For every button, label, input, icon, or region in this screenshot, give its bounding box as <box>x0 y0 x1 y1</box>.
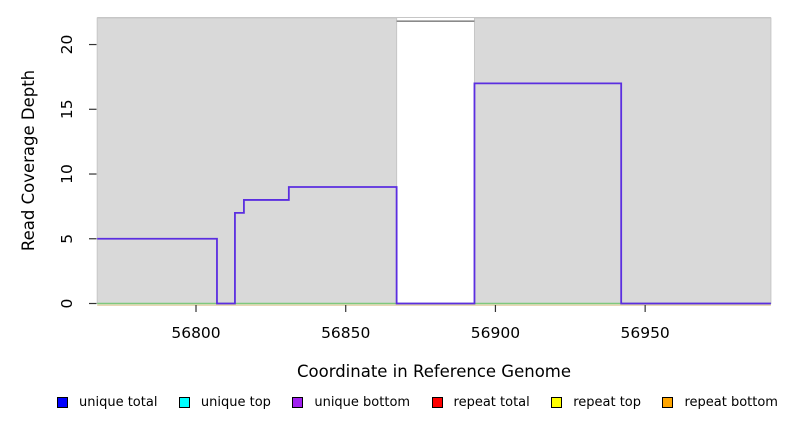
coverage-chart: 56800 56850 56900 56950 0 5 10 15 20 Coordinate … <box>19 17 772 381</box>
legend-swatch-unique-top <box>178 397 190 408</box>
x-tick-label: 56950 <box>620 324 669 342</box>
x-tick-label: 56900 <box>471 324 520 342</box>
legend-item-unique-bottom: unique bottom <box>292 395 410 410</box>
chart-legend: unique total unique top unique bottom repea… <box>0 395 792 410</box>
x-tick-label: 56850 <box>321 324 370 342</box>
legend-item-repeat-bottom: repeat bottom <box>662 395 778 410</box>
legend-swatch-repeat-top <box>551 397 563 408</box>
legend-swatch-unique-total <box>57 397 68 408</box>
legend-item-unique-total: unique total <box>57 395 157 410</box>
x-axis-title: Coordinate in Reference Genome <box>297 362 571 381</box>
y-tick-label: 15 <box>58 99 76 119</box>
y-tick-label: 20 <box>58 35 76 55</box>
y-axis-title: Read Coverage Depth <box>19 70 38 251</box>
plot-background <box>96 17 772 304</box>
legend-label: repeat total <box>453 395 530 410</box>
legend-item-repeat-total: repeat total <box>431 395 530 410</box>
plot-axes: 56800 56850 56900 56950 0 5 10 15 20 <box>58 35 670 342</box>
y-tick-label: 10 <box>58 164 76 184</box>
y-tick-label: 0 <box>58 299 76 309</box>
coverage-plot-figure: 56800 56850 56900 56950 0 5 10 15 20 Coordinate … <box>0 17 792 410</box>
legend-label: unique total <box>79 395 158 410</box>
legend-label: repeat bottom <box>684 395 778 410</box>
legend-label: unique bottom <box>314 395 411 410</box>
y-tick-label: 5 <box>58 234 76 244</box>
legend-label: repeat top <box>573 395 641 410</box>
plot-series <box>97 82 771 306</box>
legend-swatch-unique-bottom <box>292 397 304 408</box>
legend-swatch-repeat-bottom <box>662 397 674 408</box>
x-tick-label: 56800 <box>171 324 220 342</box>
shaded-region-right <box>473 17 772 304</box>
legend-label: unique top <box>200 395 271 410</box>
shaded-region-left <box>96 17 398 304</box>
legend-item-repeat-top: repeat top <box>551 395 641 410</box>
unique-bottom-coverage <box>97 82 771 305</box>
legend-swatch-repeat-total <box>431 397 443 408</box>
legend-item-unique-top: unique top <box>178 395 271 410</box>
